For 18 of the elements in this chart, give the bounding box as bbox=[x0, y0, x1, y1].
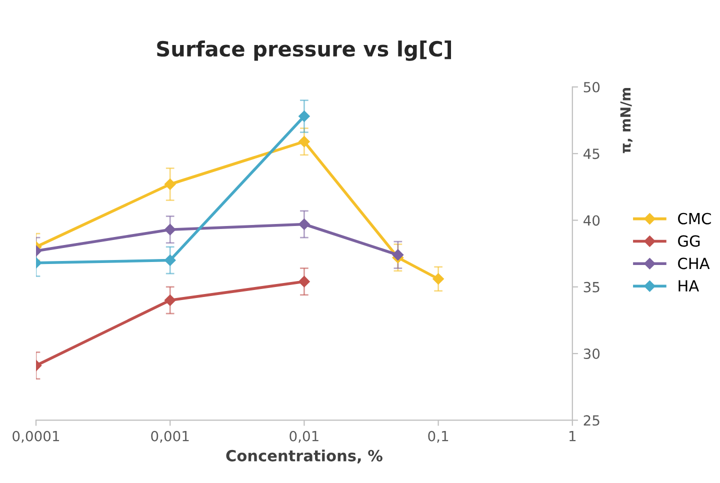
y-tick-label: 35 bbox=[584, 282, 600, 292]
y-tick-label: 50 bbox=[584, 82, 600, 92]
legend-label: HA bbox=[678, 280, 700, 292]
y-tick-label: 40 bbox=[583, 215, 600, 226]
x-tick-label: 1 bbox=[570, 431, 576, 442]
x-tick-label: 0,0001 bbox=[12, 430, 60, 443]
legend-label: CHA bbox=[678, 258, 710, 270]
x-tick-label: 0,01 bbox=[290, 430, 318, 443]
y-tick-label: 30 bbox=[584, 348, 600, 360]
legend-label: CMC bbox=[678, 212, 711, 224]
x-tick-label: 0,001 bbox=[151, 430, 189, 443]
y-tick-label: 25 bbox=[584, 415, 600, 426]
legend-label: GG bbox=[678, 235, 700, 247]
chart-title: Surface pressure vs lg[C] bbox=[157, 40, 452, 61]
x-axis-title: Concentrations, % bbox=[226, 450, 382, 464]
x-tick-label: 0,1 bbox=[428, 430, 448, 443]
y-tick-label: 45 bbox=[583, 148, 600, 160]
y-axis-title: π, mN/m bbox=[620, 88, 632, 154]
